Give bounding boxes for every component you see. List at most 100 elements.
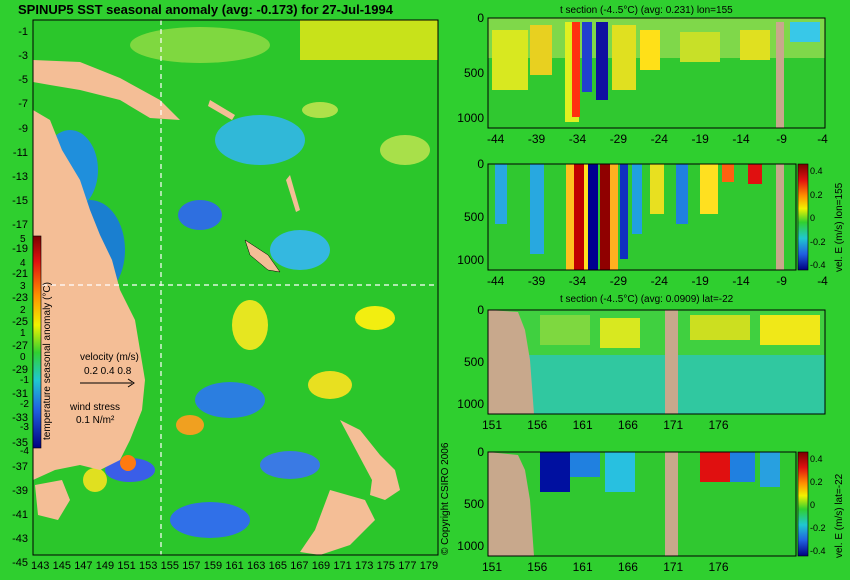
map-colorbar-tick: -3 — [20, 422, 29, 433]
map-colorbar-tick: 1 — [20, 328, 26, 339]
map-colorbar-tick: -4 — [20, 445, 29, 457]
section-y-tick: 500 — [463, 66, 484, 80]
section-x-tick: 176 — [708, 560, 729, 574]
map-lon-tick: 175 — [376, 560, 395, 572]
section-x-tick: 171 — [663, 560, 684, 574]
map-lon-tick: 167 — [290, 560, 309, 572]
map-lon-tick: 177 — [398, 560, 417, 572]
velocity-scale: 0.2 0.4 0.8 — [84, 366, 132, 377]
section-x-tick: -29 — [609, 132, 628, 146]
map-lon-tick: 179 — [419, 560, 439, 572]
map-lon-tick: 173 — [355, 560, 374, 572]
map-colorbar-label: temperature seasonal anomaly (°C) — [42, 282, 53, 440]
section-colorbar-tick: 0.2 — [810, 189, 823, 200]
section-y-tick: 0 — [477, 445, 484, 459]
panel1-title: t section (-4..5°C) (avg: 0.231) lon=155 — [560, 5, 733, 16]
map-lon-tick: 161 — [225, 560, 244, 572]
section-x-tick: -14 — [732, 132, 750, 146]
section-x-tick: -24 — [650, 274, 668, 288]
section-y-tick: 500 — [463, 355, 484, 369]
map-title: SPINUP5 SST seasonal anomaly (avg: -0.17… — [18, 2, 393, 17]
map-colorbar-tick: 4 — [20, 257, 26, 269]
section-x-tick: 176 — [708, 418, 729, 432]
map-lat-tick: -29 — [12, 364, 28, 377]
panel-vel-lat — [487, 451, 809, 557]
map-plot — [32, 19, 439, 556]
map-lat-tick: -33 — [12, 412, 28, 425]
map-lat-tick: -25 — [12, 315, 28, 328]
section-x-tick: 171 — [663, 418, 684, 432]
map-lon-tick: 169 — [311, 560, 331, 572]
section-x-tick: -29 — [609, 274, 628, 288]
map-lat-tick: -1 — [18, 26, 28, 38]
section-x-tick: -9 — [776, 274, 787, 288]
section-y-tick: 1000 — [457, 397, 484, 411]
section-y-tick: 1000 — [457, 111, 484, 125]
map-lon-tick: 165 — [268, 560, 287, 572]
section-x-tick: -39 — [527, 274, 546, 288]
map-colorbar-tick: 2 — [20, 304, 26, 316]
section-x-tick: -34 — [568, 132, 587, 146]
map-lat-tick: -31 — [12, 388, 28, 401]
section-x-tick: 156 — [527, 418, 548, 432]
panel4-side-label: vel. E (m/s) lat=-22 — [834, 473, 845, 558]
section-x-tick: -34 — [568, 274, 587, 288]
section-colorbar-tick: 0.2 — [810, 477, 823, 487]
wind-stress-scale: 0.1 N/m² — [76, 415, 115, 426]
map-lon-tick: 143 — [31, 560, 50, 572]
map-lon-tick: 153 — [139, 560, 158, 572]
section-x-tick: 166 — [617, 560, 638, 574]
panel-vel-lon — [487, 163, 809, 271]
section-x-tick: 166 — [617, 418, 638, 432]
map-lat-tick: -9 — [18, 122, 28, 135]
section-colorbar-tick: -0.2 — [810, 236, 826, 247]
section-colorbar-tick: 0.4 — [810, 454, 823, 464]
section-y-tick: 0 — [477, 11, 484, 25]
section-x-tick: 151 — [482, 418, 503, 432]
section-colorbar-tick: -0.2 — [810, 523, 826, 533]
panel-t-section-lon — [487, 17, 826, 129]
panel3-title: t section (-4..5°C) (avg: 0.0909) lat=-2… — [560, 294, 734, 305]
map-lat-tick: -27 — [12, 339, 28, 352]
map-colorbar — [32, 235, 42, 449]
map-lon-tick: 163 — [247, 560, 266, 572]
map-colorbar-tick: -2 — [20, 398, 29, 410]
map-lat-tick: -23 — [12, 291, 28, 304]
section-x-tick: -9 — [776, 132, 787, 146]
section-colorbar-tick: 0 — [810, 500, 816, 510]
section-y-tick: 0 — [477, 303, 484, 317]
section-y-tick: 0 — [477, 157, 484, 171]
section-x-tick: 151 — [482, 560, 503, 574]
section-colorbar-tick: -0.4 — [810, 260, 826, 270]
map-lat-tick: -7 — [18, 98, 28, 111]
map-lat-tick: -43 — [12, 533, 28, 546]
section-x-tick: -24 — [650, 132, 668, 146]
section-colorbar-tick: 0.4 — [810, 166, 823, 176]
section-y-tick: 1000 — [457, 253, 484, 267]
section-x-tick: -44 — [487, 132, 505, 146]
panel-t-section-lat — [487, 309, 826, 415]
map-lon-tick: 159 — [203, 560, 223, 572]
velocity-label: velocity (m/s) — [80, 352, 139, 363]
map-lat-tick: -11 — [12, 146, 28, 159]
map-lon-tick: 145 — [52, 560, 71, 572]
section-x-tick: -19 — [691, 132, 709, 146]
panel2-side-label: vel. E (m/s) lon=155 — [834, 182, 845, 272]
section-y-tick: 1000 — [457, 539, 484, 553]
map-colorbar-tick: -1 — [20, 375, 29, 386]
section-x-tick: -39 — [527, 132, 546, 146]
map-colorbar-tick: 3 — [20, 281, 26, 292]
map-lon-tick: 155 — [160, 560, 179, 572]
section-x-tick: -44 — [487, 274, 505, 288]
section-x-tick: 156 — [527, 560, 548, 574]
map-lon-tick: 171 — [333, 560, 352, 572]
map-lat-tick: -15 — [12, 195, 28, 208]
map-colorbar-tick: 0 — [20, 351, 26, 363]
section-x-tick: 161 — [572, 418, 593, 432]
section-y-tick: 500 — [463, 497, 484, 511]
section-y-tick: 500 — [463, 210, 484, 224]
section-x-tick: -14 — [732, 274, 750, 288]
map-lat-tick: -19 — [12, 243, 28, 256]
map-colorbar-tick: 5 — [20, 234, 26, 245]
